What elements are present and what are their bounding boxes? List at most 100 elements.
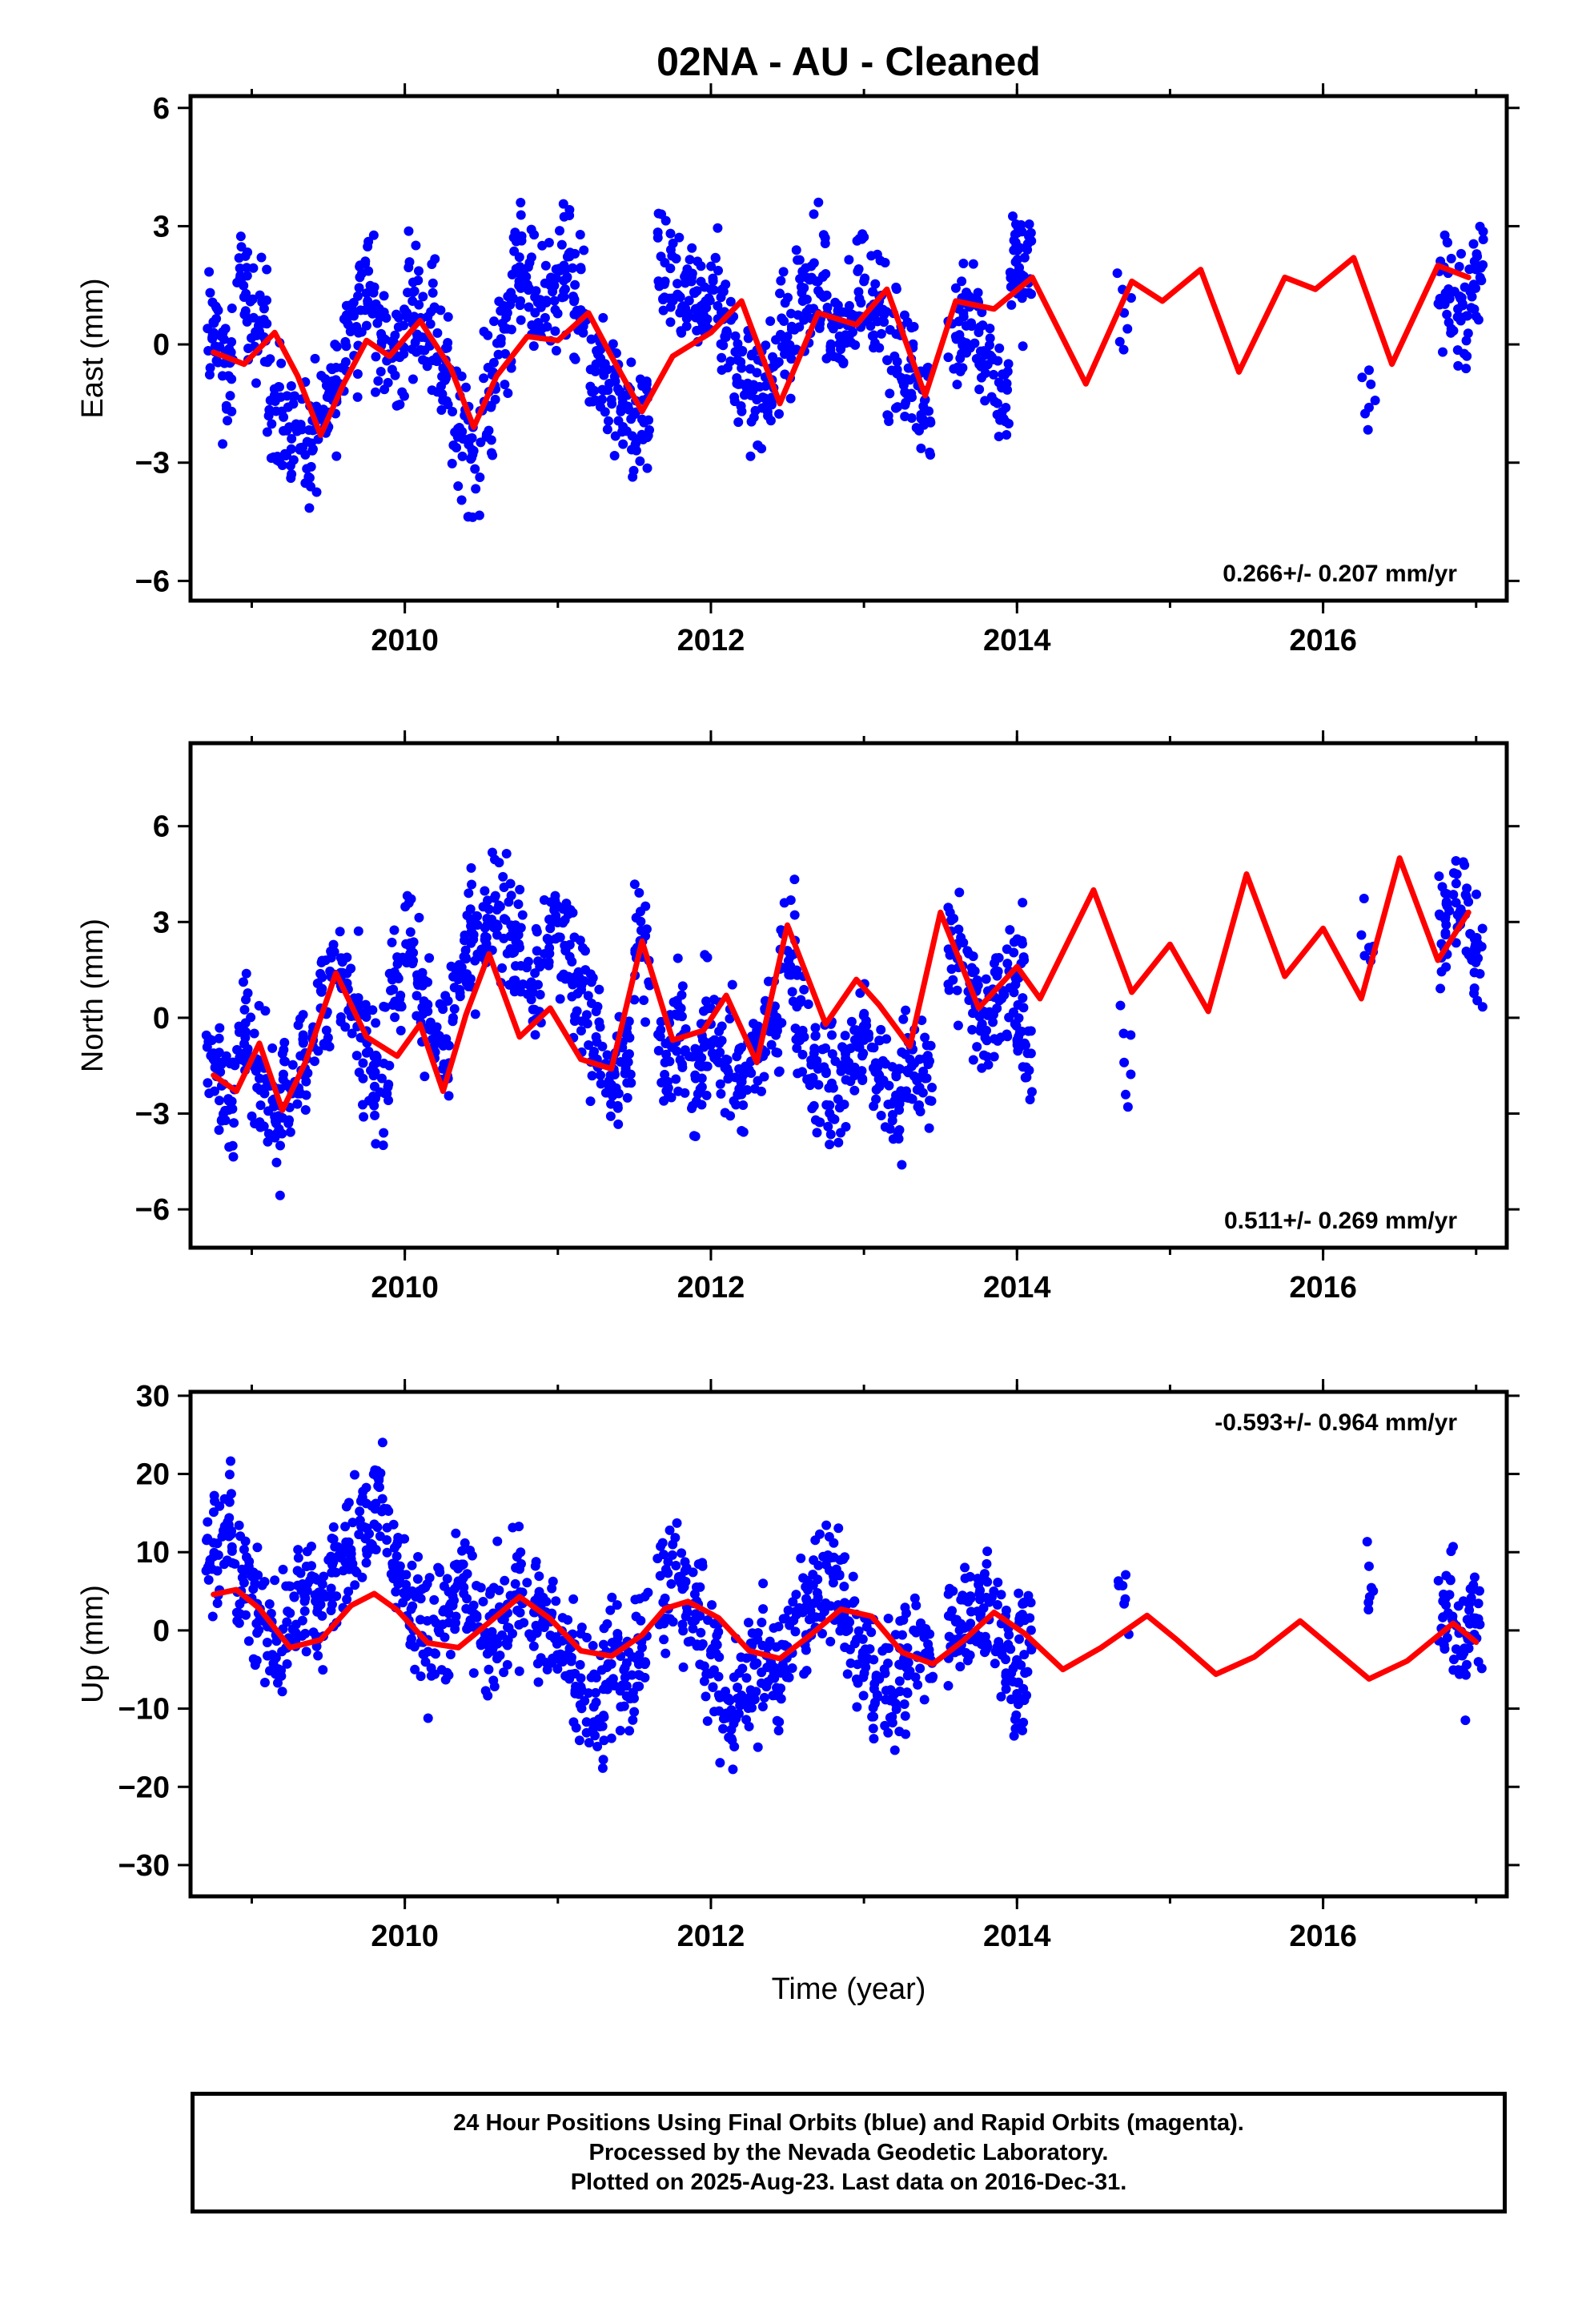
data-point — [609, 450, 620, 460]
data-point — [540, 260, 551, 271]
data-point — [825, 1601, 836, 1611]
data-point — [516, 315, 526, 325]
data-point — [794, 322, 805, 332]
data-point — [377, 1437, 387, 1448]
data-point — [499, 1667, 509, 1678]
data-point — [992, 1003, 1002, 1014]
data-point — [451, 1611, 461, 1622]
data-point — [371, 299, 381, 309]
data-point — [968, 1055, 978, 1065]
data-point — [271, 1653, 281, 1663]
data-point — [753, 1742, 763, 1752]
data-point — [701, 1090, 712, 1100]
data-point — [209, 1547, 219, 1558]
x-tick-label: 2016 — [1289, 1920, 1357, 1953]
data-point — [641, 379, 652, 389]
data-point — [500, 1575, 510, 1586]
data-point — [697, 1100, 707, 1110]
data-point — [476, 944, 487, 955]
data-point — [1461, 336, 1472, 346]
data-point — [479, 373, 489, 384]
data-point — [556, 971, 567, 982]
data-point — [609, 1069, 620, 1080]
data-point — [906, 323, 917, 333]
data-point — [986, 1592, 997, 1602]
data-point — [704, 293, 714, 304]
data-point — [360, 999, 371, 1010]
data-point — [571, 971, 581, 982]
data-point — [431, 1618, 441, 1628]
data-point — [407, 344, 417, 354]
data-point — [701, 1691, 711, 1702]
data-point — [286, 380, 296, 391]
data-point — [287, 433, 297, 444]
data-point — [293, 1553, 303, 1563]
data-point — [223, 1104, 234, 1115]
data-point — [996, 1590, 1006, 1600]
data-point — [913, 1073, 924, 1084]
data-point — [277, 1687, 287, 1697]
data-point — [1452, 910, 1463, 920]
data-point — [1009, 947, 1019, 958]
data-point — [392, 952, 403, 963]
data-point — [613, 1119, 624, 1129]
data-point — [825, 1100, 835, 1111]
data-point — [629, 995, 640, 1005]
data-point — [208, 317, 219, 328]
data-point — [383, 377, 393, 388]
data-point — [546, 273, 556, 283]
data-point — [374, 1475, 384, 1486]
data-point — [1115, 1000, 1126, 1011]
data-point — [777, 1018, 787, 1028]
data-point — [761, 401, 771, 412]
data-point — [442, 1667, 452, 1678]
data-point — [676, 1003, 686, 1014]
data-point — [900, 1602, 910, 1613]
data-point — [943, 352, 954, 363]
data-point — [798, 1573, 809, 1583]
data-point — [708, 1682, 718, 1692]
data-point — [377, 1494, 387, 1504]
data-point — [825, 1636, 836, 1647]
data-point — [418, 292, 428, 302]
data-point — [341, 1502, 351, 1512]
data-point — [876, 1024, 886, 1035]
data-point — [379, 291, 389, 301]
data-point — [238, 977, 248, 987]
data-point — [234, 1520, 244, 1530]
data-point — [251, 378, 261, 388]
data-point — [559, 211, 569, 222]
data-point — [496, 306, 506, 316]
data-point — [275, 1140, 286, 1151]
data-point — [785, 393, 796, 404]
data-point — [821, 1520, 832, 1530]
data-point — [633, 1670, 644, 1680]
data-point — [509, 947, 520, 958]
data-point — [431, 1649, 441, 1659]
data-point — [597, 1763, 608, 1773]
data-point — [773, 1726, 784, 1736]
data-point — [498, 871, 508, 882]
data-point — [761, 1682, 772, 1692]
data-point — [894, 1124, 905, 1135]
data-point — [1471, 957, 1481, 967]
data-point — [844, 300, 854, 311]
data-point — [809, 1057, 820, 1068]
data-point — [297, 1615, 307, 1626]
data-point — [841, 1075, 851, 1085]
data-point — [315, 986, 326, 996]
data-point — [443, 400, 453, 410]
data-point — [810, 1612, 821, 1622]
data-point — [255, 1085, 265, 1096]
data-point — [443, 312, 453, 322]
data-point — [369, 1100, 379, 1111]
data-point — [568, 907, 578, 918]
data-point — [977, 1063, 987, 1073]
data-point — [530, 1030, 540, 1040]
data-point — [426, 307, 436, 317]
data-point — [300, 1105, 311, 1116]
data-point — [279, 1056, 290, 1067]
data-point — [897, 1160, 907, 1170]
data-point — [1357, 372, 1367, 383]
data-point — [285, 460, 295, 471]
